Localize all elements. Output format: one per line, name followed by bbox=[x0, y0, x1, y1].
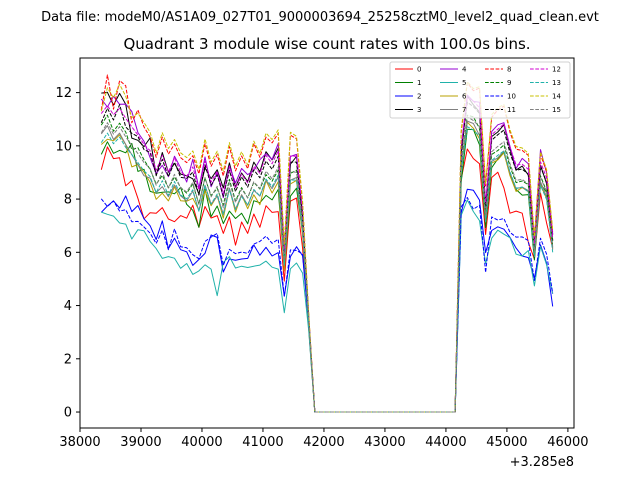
x-tick-label: 46000 bbox=[547, 435, 588, 450]
legend-label-1: 1 bbox=[417, 79, 421, 87]
y-tick-label: 0 bbox=[64, 406, 72, 421]
legend-label-7: 7 bbox=[462, 106, 466, 114]
legend-label-8: 8 bbox=[507, 66, 511, 74]
y-tick-label: 8 bbox=[64, 193, 72, 208]
x-tick-label: 43000 bbox=[364, 435, 405, 450]
x-offset-label: +3.285e8 bbox=[510, 455, 574, 470]
legend-label-4: 4 bbox=[462, 66, 467, 74]
axes-layer: 38000 39000 40000 41000 42000 43000 44000 45000… bbox=[55, 86, 588, 450]
x-tick-label: 45000 bbox=[486, 435, 527, 450]
legend-label-9: 9 bbox=[507, 79, 511, 87]
x-tick-label: 38000 bbox=[59, 435, 100, 450]
legend-label-2: 2 bbox=[417, 93, 421, 101]
y-tick-label: 12 bbox=[55, 86, 72, 101]
plot-frame bbox=[79, 57, 575, 429]
suptitle: Data file: modeM0/AS1A09_027T01_90000036… bbox=[41, 10, 599, 25]
legend-label-5: 5 bbox=[462, 79, 466, 87]
legend-label-10: 10 bbox=[507, 93, 516, 101]
legend-label-15: 15 bbox=[552, 106, 561, 114]
x-tick-label: 42000 bbox=[303, 435, 344, 450]
x-tick-label: 39000 bbox=[120, 435, 161, 450]
series-line-15 bbox=[100, 116, 554, 413]
x-tick-label: 44000 bbox=[425, 435, 466, 450]
chart-title: Quadrant 3 module wise count rates with … bbox=[123, 35, 530, 53]
x-tick-label: 41000 bbox=[242, 435, 283, 450]
legend-label-0: 0 bbox=[417, 66, 421, 74]
legend-label-11: 11 bbox=[507, 106, 516, 114]
y-tick-label: 4 bbox=[64, 299, 72, 314]
legend-label-14: 14 bbox=[552, 93, 561, 101]
x-tick-label: 40000 bbox=[181, 435, 222, 450]
legend-label-3: 3 bbox=[417, 106, 421, 114]
y-tick-label: 6 bbox=[64, 246, 72, 261]
y-tick-label: 2 bbox=[64, 352, 72, 367]
y-tick-label: 10 bbox=[55, 139, 72, 154]
legend-label-13: 13 bbox=[552, 79, 561, 87]
legend-label-6: 6 bbox=[462, 93, 467, 101]
legend-label-12: 12 bbox=[552, 66, 561, 74]
legend-box bbox=[389, 61, 571, 119]
